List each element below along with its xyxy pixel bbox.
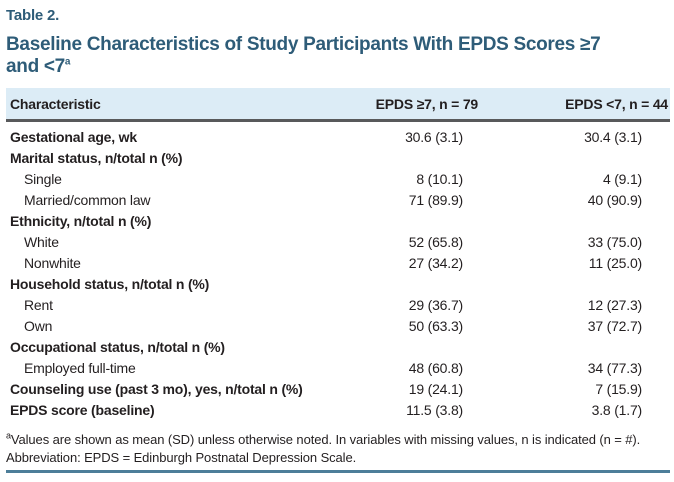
table-row: Marital status, n/total n (%) (6, 148, 670, 169)
row-label: Rent (24, 297, 53, 313)
row-label: Counseling use (past 3 mo), yes, n/total… (10, 381, 303, 397)
value-epds-lt7: 7 (15.9) (595, 381, 642, 397)
table-footnotes: aValues are shown as mean (SD) unless ot… (6, 431, 670, 467)
table-row: Nonwhite 27 (34.2) 11 (25.0) (6, 253, 670, 274)
table-title-text: Baseline Characteristics of Study Partic… (6, 34, 601, 77)
table-row: Household status, n/total n (%) (6, 274, 670, 295)
table-title: Baseline Characteristics of Study Partic… (6, 34, 601, 78)
table-header-row: Characteristic EPDS ≥7, n = 79 EPDS <7, … (6, 88, 670, 122)
footnote: aValues are shown as mean (SD) unless ot… (6, 431, 670, 449)
value-epds-lt7 (478, 148, 670, 169)
table-row: Occupational status, n/total n (%) (6, 337, 670, 358)
value-epds-ge7: 50 (63.3) (408, 318, 463, 334)
table-title-footnote-marker: a (64, 56, 71, 68)
table-row: Single 8 (10.1) 4 (9.1) (6, 169, 670, 190)
table-row: Own 50 (63.3) 37 (72.7) (6, 316, 670, 337)
value-epds-lt7: 33 (75.0) (587, 234, 642, 250)
value-epds-ge7: 29 (36.7) (408, 297, 463, 313)
value-epds-ge7 (344, 211, 478, 232)
row-label: Gestational age, wk (10, 129, 137, 145)
value-epds-ge7: 8 (10.1) (416, 171, 463, 187)
value-epds-lt7: 3.8 (1.7) (591, 402, 643, 418)
value-epds-lt7: 11 (25.0) (588, 255, 642, 271)
value-epds-ge7 (344, 337, 478, 358)
column-header-characteristic: Characteristic (6, 88, 344, 122)
table-row: White 52 (65.8) 33 (75.0) (6, 232, 670, 253)
row-label: Occupational status, n/total n (%) (10, 339, 225, 355)
value-epds-lt7: 37 (72.7) (587, 318, 642, 334)
value-epds-lt7 (478, 274, 670, 295)
value-epds-ge7: 19 (24.1) (408, 381, 463, 397)
table-figure: Table 2. Baseline Characteristics of Stu… (6, 6, 670, 473)
row-label: Marital status, n/total n (%) (10, 150, 183, 166)
table-row: Counseling use (past 3 mo), yes, n/total… (6, 379, 670, 400)
footnote-marker: a (6, 430, 11, 441)
value-epds-lt7: 30.4 (3.1) (584, 129, 642, 145)
value-epds-ge7: 52 (65.8) (408, 234, 463, 250)
table-row: Ethnicity, n/total n (%) (6, 211, 670, 232)
value-epds-ge7: 11.5 (3.8) (406, 402, 463, 418)
table-label: Table 2. (6, 7, 60, 24)
column-header-epds-ge7: EPDS ≥7, n = 79 (344, 88, 478, 122)
value-epds-lt7 (478, 211, 670, 232)
value-epds-lt7 (478, 337, 670, 358)
table-row: EPDS score (baseline) 11.5 (3.8) 3.8 (1.… (6, 400, 670, 421)
value-epds-lt7: 40 (90.9) (587, 192, 642, 208)
row-label: Own (24, 318, 53, 334)
footnote-text: Abbreviation: EPDS = Edinburgh Postnatal… (6, 450, 357, 465)
row-label: White (24, 234, 59, 250)
row-label: Married/common law (24, 192, 151, 208)
table-row: Employed full-time 48 (60.8) 34 (77.3) (6, 358, 670, 379)
value-epds-ge7: 71 (89.9) (408, 192, 463, 208)
value-epds-ge7: 27 (34.2) (408, 255, 463, 271)
value-epds-ge7: 48 (60.8) (408, 360, 463, 376)
footnote-text: Values are shown as mean (SD) unless oth… (10, 432, 641, 447)
row-label: Single (24, 171, 62, 187)
table-row: Rent 29 (36.7) 12 (27.3) (6, 295, 670, 316)
table-row: Married/common law 71 (89.9) 40 (90.9) (6, 190, 670, 211)
row-label: Household status, n/total n (%) (10, 276, 210, 292)
value-epds-lt7: 34 (77.3) (587, 360, 642, 376)
table-row: Gestational age, wk 30.6 (3.1) 30.4 (3.1… (6, 121, 670, 149)
row-label: Employed full-time (24, 360, 136, 376)
column-header-epds-lt7: EPDS <7, n = 44 (478, 88, 670, 122)
footnote: Abbreviation: EPDS = Edinburgh Postnatal… (6, 449, 670, 467)
row-label: EPDS score (baseline) (10, 402, 155, 418)
value-epds-ge7: 30.6 (3.1) (405, 129, 463, 145)
bottom-rule (6, 470, 670, 473)
row-label: Nonwhite (24, 255, 81, 271)
value-epds-ge7 (344, 274, 478, 295)
characteristics-table: Characteristic EPDS ≥7, n = 79 EPDS <7, … (6, 88, 670, 421)
value-epds-lt7: 12 (27.3) (587, 297, 642, 313)
value-epds-ge7 (344, 148, 478, 169)
value-epds-lt7: 4 (9.1) (602, 171, 642, 187)
row-label: Ethnicity, n/total n (%) (10, 213, 152, 229)
